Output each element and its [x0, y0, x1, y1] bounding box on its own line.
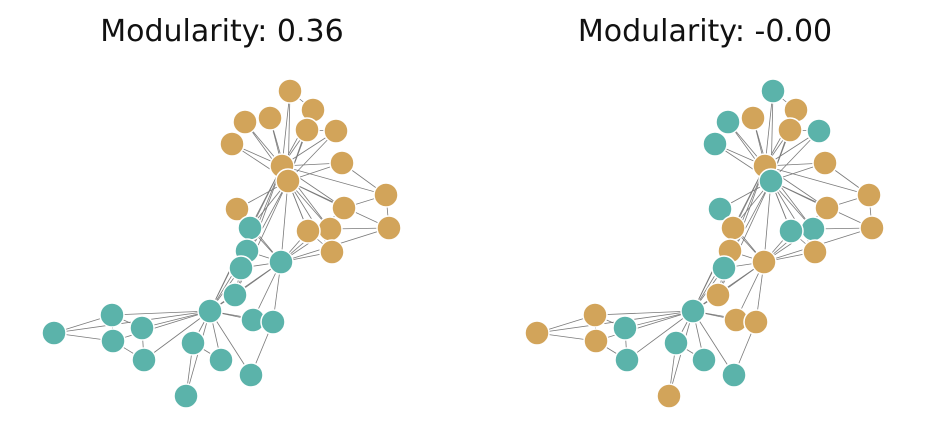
graph-node [582, 302, 608, 328]
graph-edge [112, 310, 211, 342]
graph-node [277, 78, 303, 104]
graph-node [777, 117, 803, 143]
graph-edge [143, 310, 211, 361]
panel-title: Modularity: 0.36 [100, 14, 344, 49]
panel-title: Modularity: -0.00 [577, 14, 833, 49]
graph-node [329, 150, 355, 176]
graph-node [317, 216, 343, 242]
graph-node [295, 218, 321, 244]
network-graph [41, 78, 402, 409]
graph-node [331, 195, 357, 221]
graph-edge [595, 310, 694, 342]
left-panel: Modularity: 0.36 [22, 0, 462, 448]
graph-node [859, 215, 885, 241]
graph-edge [594, 310, 694, 316]
graph-node [707, 196, 733, 222]
graph-node [268, 249, 294, 275]
graph-node [257, 105, 283, 131]
graph-node [740, 105, 766, 131]
graph-node [760, 78, 786, 104]
graph-node [680, 298, 706, 324]
graph-node [743, 309, 769, 335]
graph-node [802, 239, 828, 265]
graph-node [208, 347, 234, 373]
graph-node [373, 182, 399, 208]
graph-node [376, 215, 402, 241]
graph-node [100, 328, 126, 354]
graph-node [232, 109, 258, 135]
graph-node [711, 255, 737, 281]
graph-node [720, 215, 746, 241]
graph-node [323, 118, 349, 144]
graph-edge [626, 310, 694, 361]
graph-edge [764, 165, 870, 196]
graph-node [237, 215, 263, 241]
graph-node [721, 362, 747, 388]
graph-edge [280, 180, 289, 263]
graph-node [758, 168, 784, 194]
graph-node [702, 131, 728, 157]
graph-node [228, 255, 254, 281]
graph-node [814, 195, 840, 221]
graph-node [751, 249, 777, 275]
graph-node [583, 328, 609, 354]
graph-node [856, 182, 882, 208]
graph-node [131, 347, 157, 373]
graph-node [238, 362, 264, 388]
graph-node [224, 196, 250, 222]
graph-node [656, 383, 682, 409]
graph-node [180, 330, 206, 356]
graph-node [806, 118, 832, 144]
nodes [41, 78, 402, 409]
graph-node [99, 302, 125, 328]
graph-node [219, 131, 245, 157]
graph-node [663, 330, 689, 356]
graph-edge [763, 180, 772, 263]
graph-node [41, 320, 67, 346]
graph-node [812, 150, 838, 176]
network-graph [524, 78, 885, 409]
graph-edge [111, 310, 211, 316]
right-panel: Modularity: -0.00 [505, 0, 931, 448]
graph-node [275, 168, 301, 194]
graph-node [778, 218, 804, 244]
graph-node [173, 383, 199, 409]
nodes [524, 78, 885, 409]
graph-node [129, 315, 155, 341]
graph-node [705, 282, 731, 308]
graph-node [197, 298, 223, 324]
graph-node [715, 109, 741, 135]
graph-node [614, 347, 640, 373]
graph-node [294, 117, 320, 143]
graph-edge [281, 165, 387, 196]
graph-node [800, 216, 826, 242]
graph-node [319, 239, 345, 265]
graph-node [260, 309, 286, 335]
graph-node [612, 315, 638, 341]
graph-node [524, 320, 550, 346]
graph-node [222, 282, 248, 308]
graph-node [691, 347, 717, 373]
